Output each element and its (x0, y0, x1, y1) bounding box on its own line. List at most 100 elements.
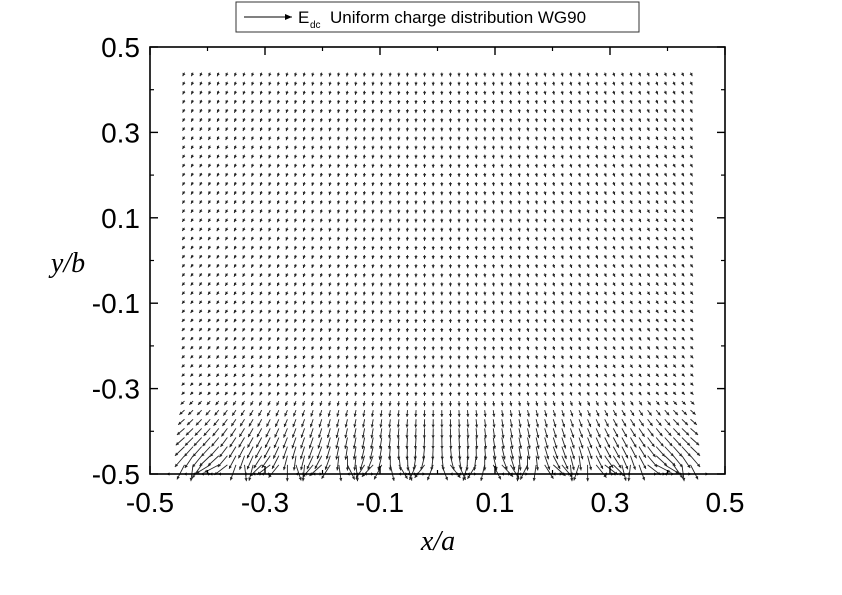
field-arrowhead (491, 365, 495, 369)
field-arrowhead (319, 392, 323, 396)
field-arrowhead (345, 73, 349, 77)
field-arrowhead (337, 292, 341, 296)
field-arrowhead (431, 155, 435, 159)
field-arrowhead (182, 218, 186, 222)
field-arrowhead (631, 412, 635, 416)
field-arrowhead (225, 391, 229, 396)
field-arrowhead (311, 264, 315, 268)
field-arrowhead (328, 155, 332, 159)
field-arrowhead (651, 443, 655, 447)
field-arrowhead (448, 183, 452, 187)
field-arrowhead (448, 201, 452, 205)
field-arrowhead (620, 191, 624, 195)
field-arrowhead (457, 403, 461, 407)
field-arrowhead (431, 110, 435, 114)
field-arrowhead (603, 164, 607, 168)
field-arrowhead (302, 100, 306, 104)
field-arrowhead (612, 382, 616, 387)
field-arrowhead (535, 424, 540, 428)
field-arrowhead (405, 100, 410, 104)
field-arrowhead (603, 364, 607, 369)
field-arrowhead (337, 91, 341, 95)
field-arrowhead (311, 209, 315, 214)
field-arrowhead (578, 402, 582, 406)
field-arrowhead (225, 164, 229, 168)
field-arrowhead (586, 310, 590, 314)
field-arrowhead (569, 355, 573, 360)
field-arrowhead (251, 164, 255, 168)
field-arrowhead (216, 337, 220, 341)
field-arrowhead (491, 292, 495, 296)
field-arrowhead (354, 128, 358, 132)
field-arrowhead (371, 210, 375, 214)
field-arrowhead (285, 155, 289, 159)
field-arrowhead (423, 137, 427, 141)
field-arrowhead (337, 273, 341, 278)
field-arrowhead (182, 264, 186, 268)
field-arrowhead (345, 164, 349, 168)
field-arrowhead (354, 255, 358, 259)
field-arrowhead (612, 136, 616, 141)
field-arrowhead (216, 100, 220, 104)
field-arrowhead (405, 246, 410, 250)
field-arrowhead (335, 456, 339, 460)
field-arrowhead (181, 300, 186, 304)
field-arrowhead (259, 255, 263, 259)
field-arrowhead (588, 434, 592, 438)
field-arrowhead (268, 337, 272, 341)
field-arrowhead (225, 373, 229, 377)
field-arrowhead (577, 136, 581, 141)
field-arrowhead (259, 164, 263, 168)
field-arrowhead (345, 91, 349, 95)
field-arrowhead (202, 442, 206, 447)
field-arrowhead (646, 173, 650, 177)
field-arrowhead (276, 173, 280, 177)
field-arrowhead (632, 433, 636, 437)
field-arrowhead (225, 145, 229, 150)
field-arrowhead (242, 273, 246, 277)
field-arrowhead (620, 209, 624, 214)
field-arrowhead (268, 118, 272, 123)
field-arrowhead (620, 109, 624, 113)
field-arrowhead (234, 191, 237, 195)
field-arrowhead (594, 164, 599, 168)
field-arrowhead (380, 264, 384, 269)
field-arrowhead (457, 128, 461, 132)
field-arrowhead (569, 237, 573, 241)
field-arrowhead (553, 434, 557, 438)
field-arrowhead (612, 82, 616, 86)
field-arrowhead (612, 145, 616, 150)
field-arrowhead (234, 200, 237, 204)
field-arrowhead (498, 476, 501, 480)
field-arrowhead (474, 155, 478, 159)
field-arrowhead (241, 402, 245, 406)
field-arrowhead (233, 355, 237, 359)
field-arrowhead (397, 338, 401, 342)
field-arrowhead (603, 346, 607, 350)
field-arrowhead (207, 309, 211, 314)
field-arrowhead (291, 445, 295, 449)
field-arrowhead (337, 337, 341, 342)
field-arrowhead (301, 423, 305, 428)
field-arrowhead (517, 356, 521, 360)
field-arrowhead (466, 435, 470, 439)
field-arrowhead (294, 310, 298, 314)
field-arrowhead (251, 209, 255, 214)
field-arrowhead (181, 318, 186, 322)
field-arrowhead (321, 475, 325, 479)
field-arrowhead (388, 201, 392, 205)
field-arrowhead (655, 273, 659, 277)
field-arrowhead (259, 100, 263, 104)
field-arrowhead (638, 401, 642, 406)
field-arrowhead (474, 109, 478, 114)
field-arrowhead (251, 382, 254, 387)
field-arrowhead (491, 210, 495, 214)
field-arrowhead (465, 164, 470, 168)
field-arrowhead (500, 228, 504, 232)
field-arrowhead (328, 328, 332, 332)
field-arrowhead (285, 291, 289, 296)
field-arrowhead (517, 82, 521, 86)
field-arrowhead (216, 346, 220, 350)
field-arrowhead (216, 291, 220, 295)
field-arrowhead (311, 173, 315, 177)
